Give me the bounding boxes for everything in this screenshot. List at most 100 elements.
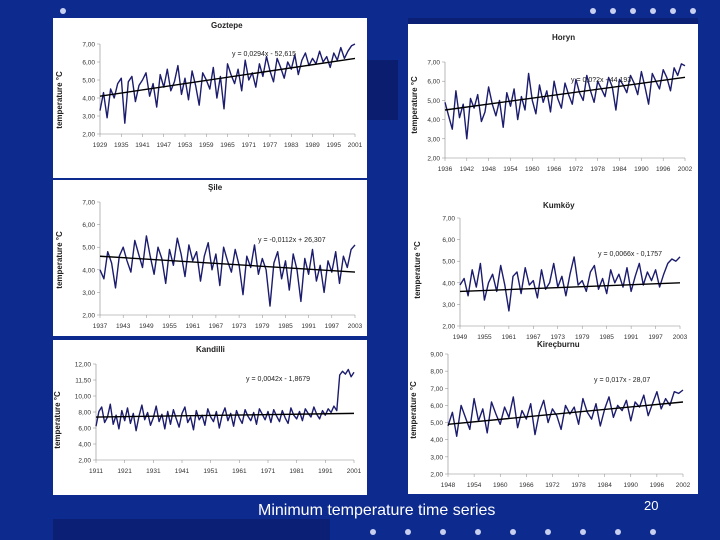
decorative-dot <box>545 529 551 535</box>
y-tick-label: 3,00 <box>82 290 95 297</box>
x-tick-label: 1995 <box>327 142 342 149</box>
x-tick-label: 2003 <box>673 334 688 341</box>
x-tick-label: 1991 <box>301 323 316 330</box>
trend-equation: y = 0,0042x - 1,8679 <box>246 376 310 383</box>
decorative-dot <box>650 529 656 535</box>
decorative-dot <box>650 8 656 14</box>
trend-equation: y = 0,017x - 28,07 <box>594 377 650 384</box>
y-tick-label: 3,00 <box>427 136 440 143</box>
y-tick-label: 5,00 <box>82 245 95 252</box>
decorative-block <box>408 18 698 24</box>
y-tick-label: 6,00 <box>78 426 91 433</box>
x-tick-label: 1985 <box>278 323 293 330</box>
y-tick-label: 2,00 <box>82 132 95 139</box>
x-tick-label: 1941 <box>175 468 190 475</box>
decorative-dot <box>510 529 516 535</box>
y-tick-label: 10,00 <box>75 394 92 401</box>
decorative-dot <box>475 529 481 535</box>
y-tick-label: 2,00 <box>430 472 443 479</box>
x-tick-label: 1966 <box>547 166 562 173</box>
chart-title: Kireçburnu <box>537 340 580 349</box>
x-tick-label: 1979 <box>255 323 270 330</box>
x-tick-label: 1936 <box>438 166 453 173</box>
decorative-dot <box>670 8 676 14</box>
x-tick-label: 1947 <box>157 142 172 149</box>
x-tick-label: 1996 <box>650 482 665 489</box>
chart-title: Kumköy <box>543 201 575 210</box>
trend-equation: y = -0,0112x + 26,307 <box>258 237 326 244</box>
decorative-dot <box>615 529 621 535</box>
decorative-dot <box>440 529 446 535</box>
x-tick-label: 1990 <box>634 166 649 173</box>
x-tick-label: 1971 <box>242 142 257 149</box>
x-tick-label: 1951 <box>203 468 218 475</box>
y-tick-label: 3,00 <box>442 302 455 309</box>
chart-panel-horyn <box>408 24 698 182</box>
y-tick-label: 7,00 <box>82 200 95 207</box>
x-tick-label: 2003 <box>348 323 363 330</box>
y-axis-label: temperature °C <box>409 381 418 439</box>
page-number: 20 <box>644 498 659 513</box>
x-tick-label: 1960 <box>525 166 540 173</box>
decorative-dot <box>690 8 696 14</box>
y-tick-label: 3,00 <box>430 454 443 461</box>
x-tick-label: 1941 <box>135 142 150 149</box>
x-tick-label: 1937 <box>93 323 108 330</box>
trend-line <box>447 401 684 425</box>
y-tick-label: 2,00 <box>78 458 91 465</box>
x-tick-label: 1996 <box>656 166 671 173</box>
x-tick-label: 1991 <box>318 468 333 475</box>
x-tick-label: 1967 <box>526 334 541 341</box>
trend-equation: y = 0,0066x - 0,1757 <box>598 251 662 258</box>
x-tick-label: 1948 <box>481 166 496 173</box>
data-series-line <box>447 389 684 437</box>
y-tick-label: 4,00 <box>82 267 95 274</box>
y-tick-label: 2,00 <box>442 324 455 331</box>
x-tick-label: 1942 <box>460 166 475 173</box>
x-tick-label: 1961 <box>185 323 200 330</box>
y-tick-label: 6,00 <box>82 222 95 229</box>
x-tick-label: 1981 <box>289 468 304 475</box>
x-tick-label: 1960 <box>493 482 508 489</box>
chart-title: Goztepe <box>211 21 243 30</box>
x-tick-label: 1955 <box>477 334 492 341</box>
x-tick-label: 2002 <box>676 482 691 489</box>
x-tick-label: 1989 <box>305 142 320 149</box>
x-tick-label: 1943 <box>116 323 131 330</box>
x-tick-label: 1949 <box>139 323 154 330</box>
x-tick-label: 1978 <box>571 482 586 489</box>
x-tick-label: 1961 <box>502 334 517 341</box>
x-tick-label: 1929 <box>93 142 108 149</box>
chart-title: Kandilli <box>196 345 225 354</box>
y-tick-label: 6,00 <box>430 403 443 410</box>
y-tick-label: 2,00 <box>427 156 440 163</box>
decorative-dot <box>610 8 616 14</box>
x-tick-label: 1959 <box>199 142 214 149</box>
decorative-dot <box>60 8 66 14</box>
y-tick-label: 6,00 <box>82 60 95 67</box>
y-tick-label: 2,00 <box>82 313 95 320</box>
decorative-dot <box>580 529 586 535</box>
decorative-dot <box>405 529 411 535</box>
y-tick-label: 12,00 <box>75 362 92 369</box>
x-tick-label: 1977 <box>263 142 278 149</box>
x-tick-label: 1990 <box>624 482 639 489</box>
x-tick-label: 1954 <box>503 166 518 173</box>
y-tick-label: 4,00 <box>430 437 443 444</box>
x-tick-label: 1997 <box>325 323 340 330</box>
y-axis-label: temperature °C <box>55 231 64 289</box>
x-tick-label: 1911 <box>89 468 103 475</box>
x-tick-label: 2001 <box>348 142 363 149</box>
x-tick-label: 1954 <box>467 482 482 489</box>
y-axis-label: temperature °C <box>410 76 419 134</box>
x-tick-label: 1967 <box>209 323 224 330</box>
trend-equation: y = 0,0294x - 52,615 <box>232 51 296 58</box>
data-series-line <box>99 235 356 307</box>
trend-line <box>95 412 355 418</box>
x-tick-label: 1953 <box>178 142 193 149</box>
x-tick-label: 1931 <box>146 468 161 475</box>
slide-caption: Minimum temperature time series <box>258 502 496 519</box>
x-tick-label: 1991 <box>624 334 639 341</box>
y-tick-label: 4,00 <box>78 442 91 449</box>
y-tick-label: 4,00 <box>427 117 440 124</box>
